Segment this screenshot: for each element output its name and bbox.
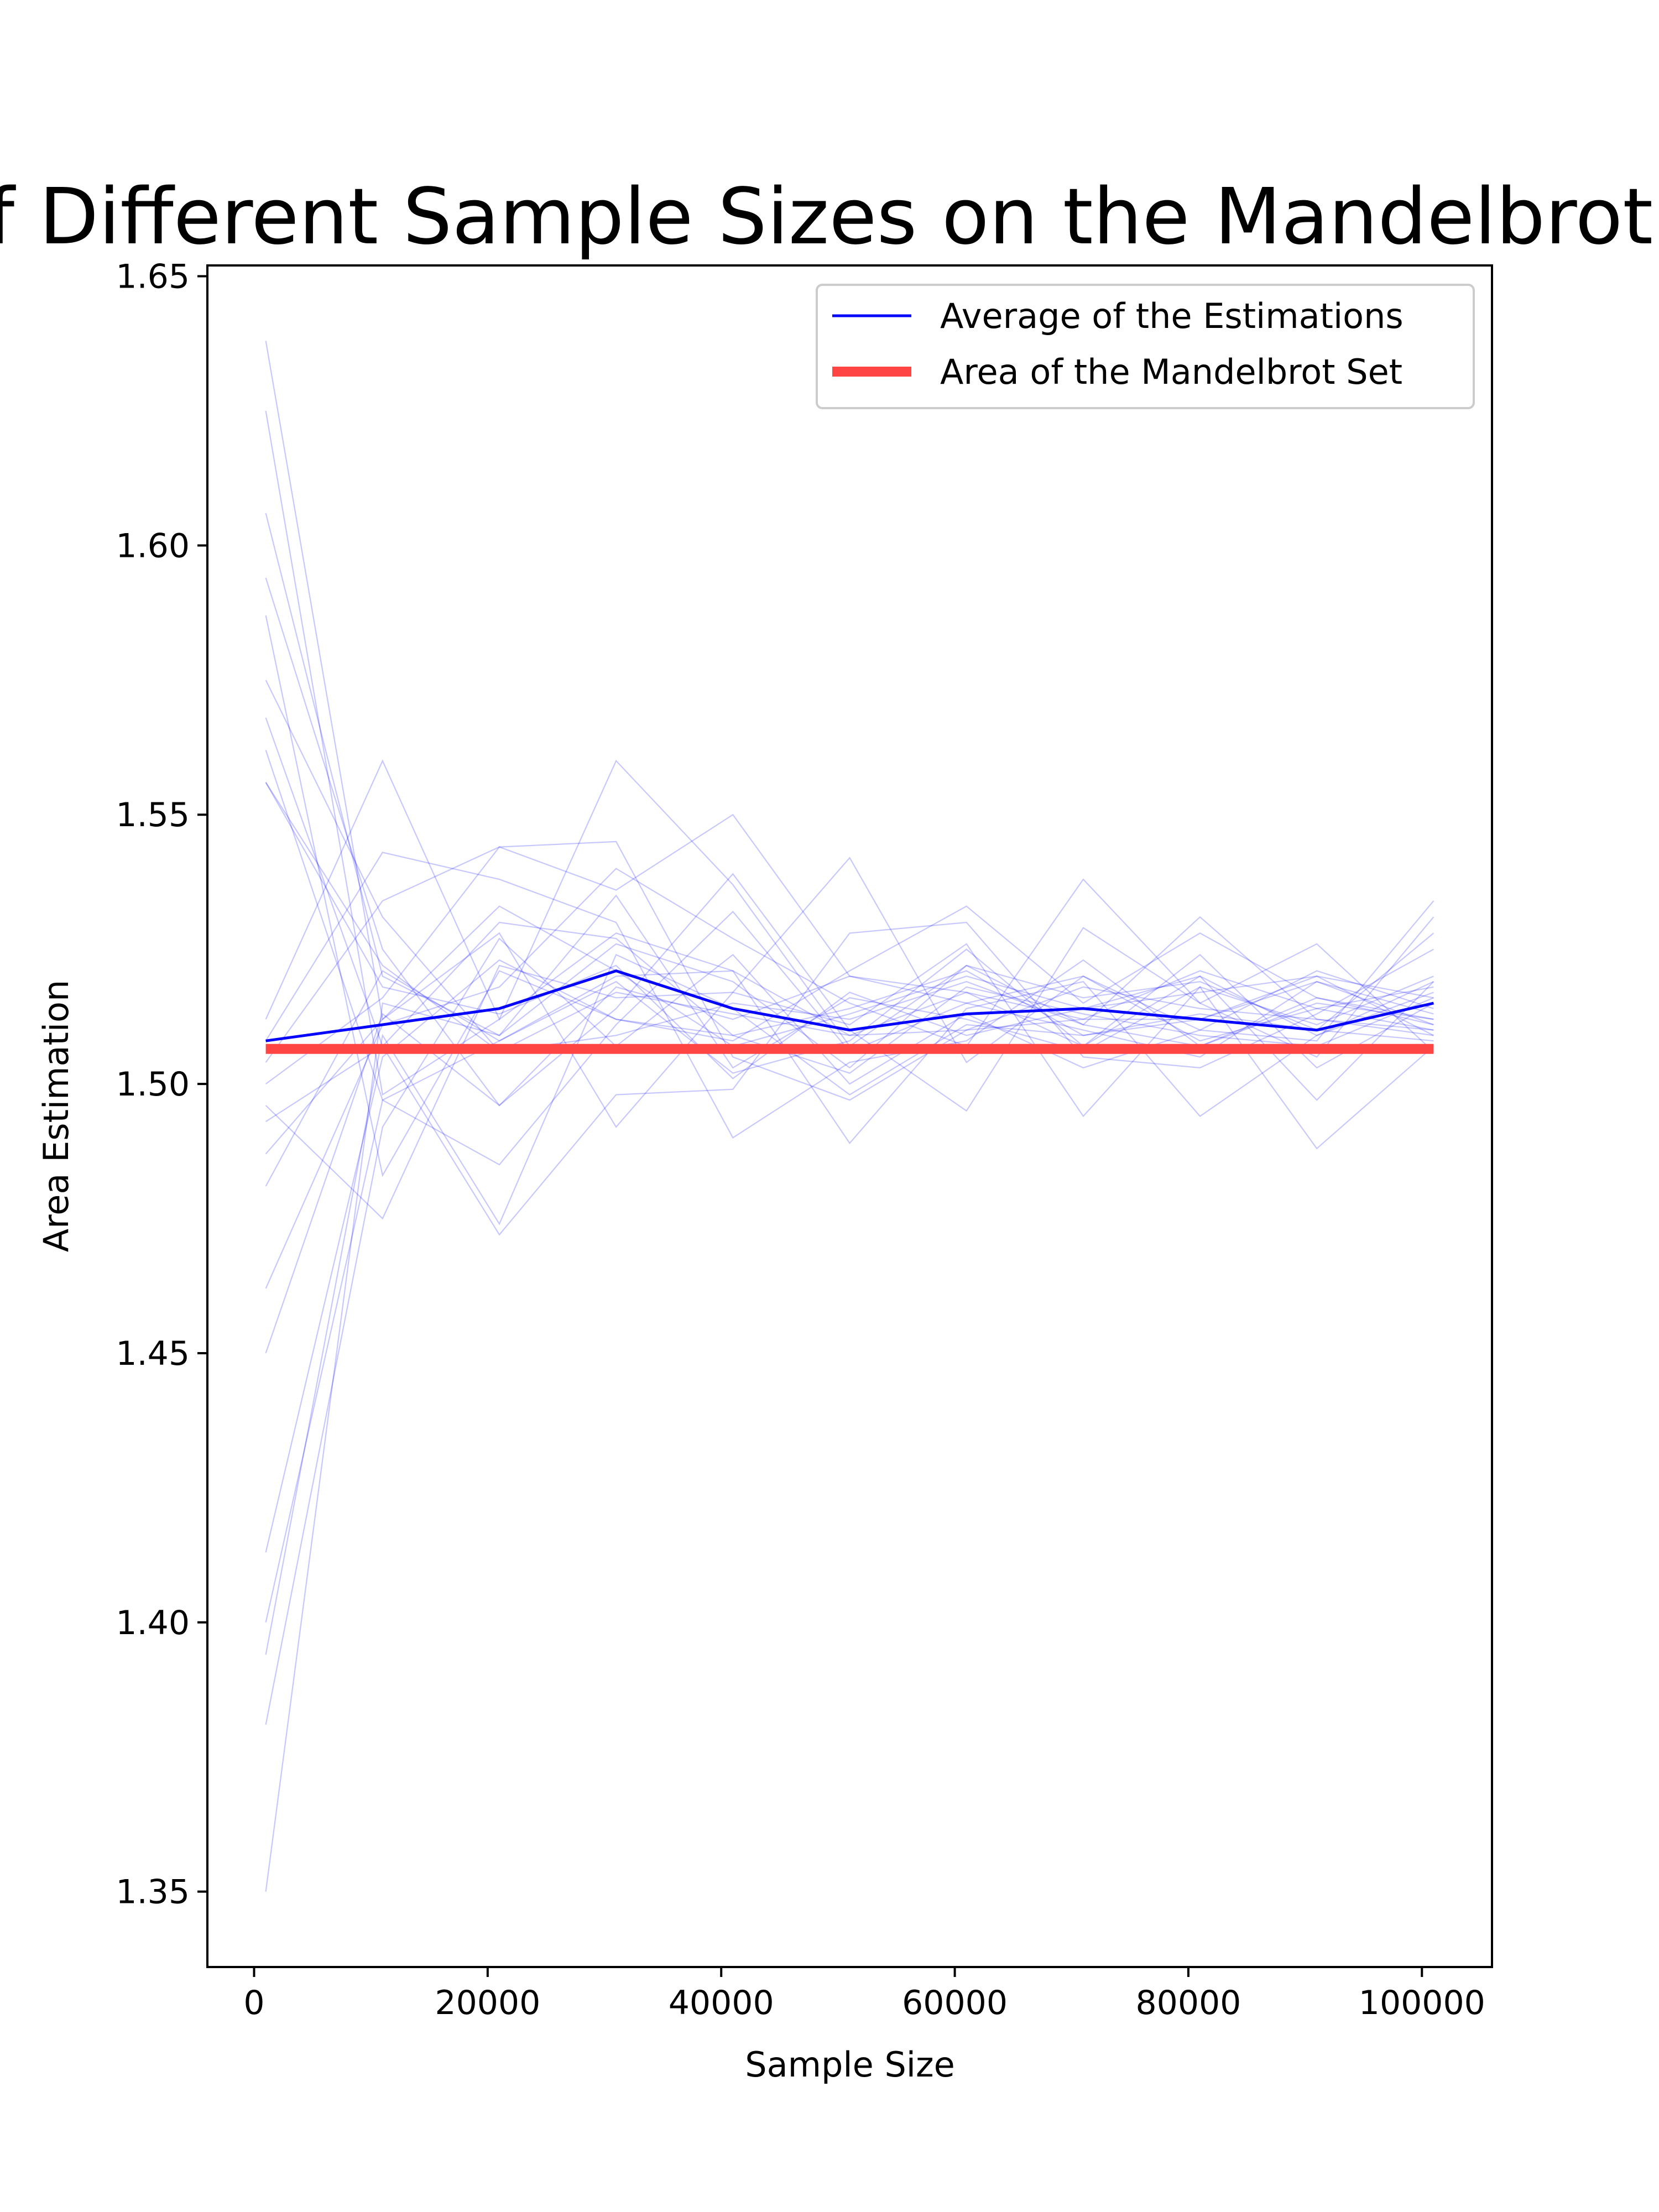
estimation-run-line-1: [265, 341, 1434, 1047]
legend: Average of the Estimations Area of the M…: [816, 284, 1475, 409]
average-estimation-line: [265, 969, 1434, 1042]
legend-label-average: Average of the Estimations: [940, 296, 1404, 336]
estimation-run-line-21: [265, 905, 1434, 1553]
legend-label-reference: Area of the Mandelbrot Set: [940, 352, 1402, 392]
y-tick-label: 1.50: [116, 1065, 190, 1104]
y-tick-label: 1.35: [116, 1873, 190, 1912]
x-tick-label: 60000: [902, 1984, 1008, 2022]
x-tick-label: 20000: [435, 1984, 540, 2022]
y-tick-label: 1.55: [116, 796, 190, 834]
y-tick-label: 1.40: [116, 1604, 190, 1642]
estimation-run-line-9: [265, 782, 1434, 1079]
estimation-run-line-22: [265, 948, 1434, 1623]
x-tick-label: 100000: [1359, 1984, 1485, 2022]
estimation-run-line-24: [265, 937, 1434, 1725]
estimation-run-line-6: [265, 680, 1434, 1053]
estimation-run-line-23: [265, 953, 1434, 1655]
y-tick-label: 1.45: [116, 1334, 190, 1373]
series-lines: [265, 969, 1434, 1054]
legend-box: [816, 284, 1475, 409]
estimation-run-line-18: [265, 970, 1434, 1187]
x-tick-label: 0: [243, 1984, 264, 2022]
estimation-run-line-25: [265, 916, 1434, 1892]
y-axis-ticks: 1.35 1.40 1.45 1.50 1.55 1.60 1.65: [116, 257, 207, 1912]
x-axis-label: Sample Size: [745, 2044, 954, 2085]
x-tick-label: 80000: [1135, 1984, 1241, 2022]
estimation-run-line-14: [265, 813, 1434, 1084]
plot-frame: [206, 264, 1493, 1968]
estimation-run-line-3: [265, 513, 1434, 1069]
estimation-run-line-7: [265, 717, 1434, 1047]
x-axis-ticks: 0 20000 40000 60000 80000 100000: [243, 1967, 1485, 2022]
estimation-run-line-13: [265, 841, 1434, 1101]
estimation-run-line-19: [265, 868, 1434, 1289]
y-tick-label: 1.65: [116, 257, 190, 296]
chart-title: Effect of Different Sample Sizes on the …: [0, 172, 1659, 262]
estimation-run-line-10: [265, 782, 1434, 1052]
estimation-run-line-17: [265, 932, 1434, 1155]
x-tick-label: 40000: [669, 1984, 774, 2022]
y-axis-label: Area Estimation: [36, 980, 76, 1253]
estimation-run-line-12: [265, 852, 1434, 1139]
estimation-run-line-5: [265, 615, 1434, 1177]
y-tick-label: 1.60: [116, 526, 190, 565]
